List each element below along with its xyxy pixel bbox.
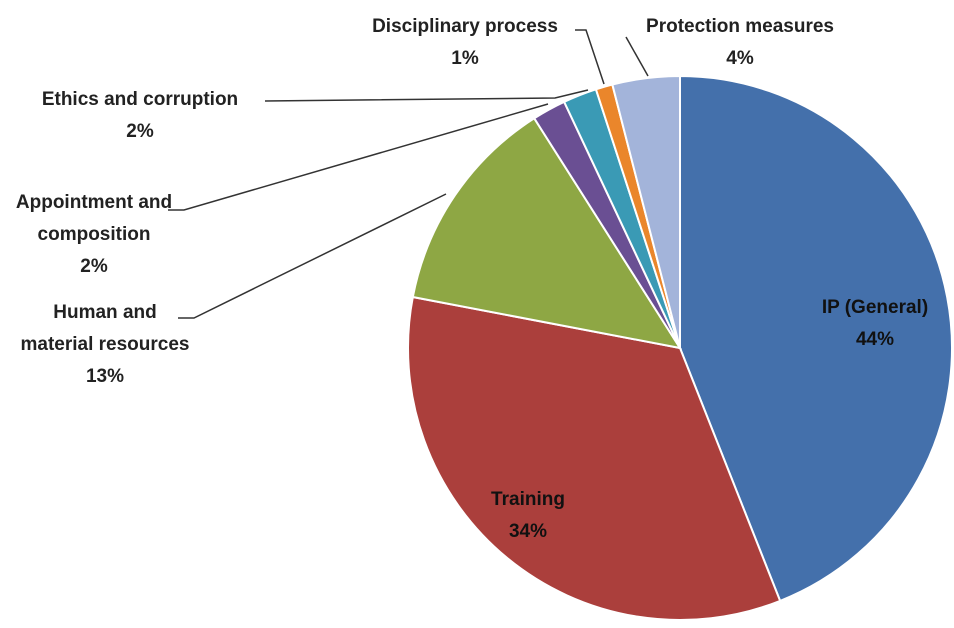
slices (407, 74, 953, 621)
pie-slice (411, 116, 683, 350)
value-label: 34% (508, 521, 548, 542)
slice-label: Protection measures 4% (610, 11, 870, 75)
category-label: Protection measures (646, 16, 834, 37)
leader-lines (168, 29, 649, 319)
category-label: Training (491, 489, 565, 510)
pie-slice (611, 74, 681, 349)
category-label: Ethics and corruption (41, 89, 239, 110)
leader-line (625, 36, 649, 77)
leader-line (575, 29, 605, 85)
value-label: 2% (80, 256, 108, 277)
value-label: 4% (726, 48, 754, 69)
value-label: 1% (451, 48, 479, 69)
leader-line (168, 103, 549, 211)
slice-label: Human and material resources 13% (20, 297, 190, 393)
slice-label: Appointment and composition 2% (8, 187, 180, 283)
category-label: IP (General) (821, 297, 929, 318)
value-label: 2% (126, 121, 154, 142)
category-label: Disciplinary process (372, 16, 558, 37)
slice-label: IP (General) 44% (790, 292, 954, 356)
slice-label: Ethics and corruption 2% (0, 84, 280, 148)
category-label: Human and material resources (20, 302, 190, 355)
value-label: 13% (85, 366, 125, 387)
leader-line (178, 193, 447, 319)
pie-slice (407, 295, 782, 621)
category-label: Appointment and composition (15, 192, 173, 245)
slice-label: Training 34% (448, 484, 608, 548)
slice-label: Disciplinary process 1% (345, 11, 585, 75)
pie-slice (679, 74, 953, 603)
leader-line (264, 89, 589, 102)
value-label: 44% (855, 329, 895, 350)
